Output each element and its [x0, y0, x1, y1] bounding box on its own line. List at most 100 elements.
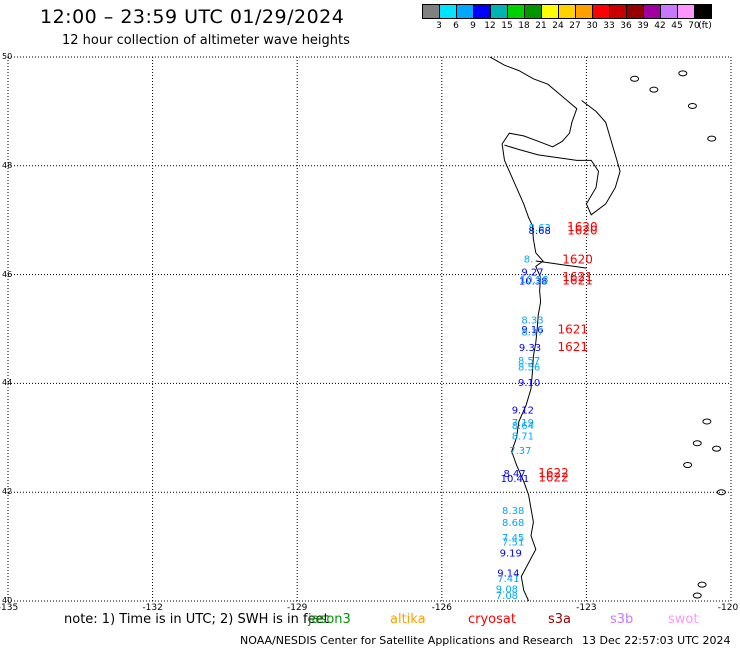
colorbar-swatch	[490, 4, 508, 19]
colorbar-swatch	[507, 4, 525, 19]
wave-height-label: 8.	[524, 255, 534, 266]
colorbar-swatch	[524, 4, 542, 19]
wave-height-label: 8.68	[502, 518, 524, 529]
legend-item-s3a: s3a	[548, 612, 572, 627]
wave-height-label: 1620	[562, 253, 593, 267]
longitude-label: -120	[717, 603, 739, 613]
colorbar-label: 45	[671, 21, 683, 31]
colorbar-label: 24	[552, 21, 564, 31]
colorbar-swatch	[660, 4, 678, 19]
lake-outline	[712, 445, 722, 452]
footer-credit: NOAA/NESDIS Center for Satellite Applica…	[240, 634, 574, 647]
longitude-label: -126	[431, 603, 453, 613]
wave-height-label: 8.33	[521, 316, 543, 327]
map-area: 8.63 8.68 1620 1620 8. 1620 9.27 10.38 10.38 1621…	[7, 56, 732, 602]
lake-outline	[649, 86, 659, 93]
colorbar-label: 21	[535, 21, 547, 31]
colorbar-label: 18	[518, 21, 530, 31]
wave-height-label: 10.41	[501, 474, 530, 485]
wave-height-label: 8.37	[521, 328, 543, 339]
latitude-label: 50	[2, 52, 13, 61]
latitude-label: 48	[2, 160, 13, 170]
page-title: 12:00 – 23:59 UTC 01/29/2024	[40, 6, 345, 28]
coastline	[489, 56, 578, 602]
lake-outline	[707, 135, 717, 142]
note-text: note: 1) Time is in UTC; 2) SWH is in fe…	[64, 612, 329, 627]
lake-outline	[697, 581, 707, 588]
lake-outline	[630, 75, 640, 82]
lake-outline	[683, 462, 693, 468]
colorbar-label: 12	[484, 21, 496, 31]
colorbar-label: 27	[569, 21, 581, 31]
longitude-label: -123	[576, 603, 597, 613]
colorbar-label: 30	[586, 21, 598, 31]
legend-item-s3b: s3b	[610, 612, 634, 627]
colorbar-labels: 3 6 9 12 15 18 21 24 27 30 33 36 39 42 45 70 (ft)	[422, 21, 740, 33]
colorbar-swatch	[473, 4, 491, 19]
lake-outline	[692, 592, 702, 599]
wave-height-label: 10.38	[519, 276, 548, 287]
wave-height-label: 9.16	[521, 325, 543, 336]
wave-height-colorbar	[422, 4, 712, 19]
wave-height-label: 7.41	[497, 574, 519, 585]
lake-outline	[678, 70, 688, 77]
colorbar-label: (ft)	[698, 21, 712, 31]
colorbar-label: 39	[637, 21, 649, 31]
wave-height-label: 8.71	[512, 431, 534, 442]
colorbar-swatch	[422, 4, 440, 19]
wave-height-label: 8.63	[529, 223, 551, 234]
wave-height-label: 8.47	[503, 469, 525, 480]
colorbar-swatch	[575, 4, 593, 19]
wave-height-label: 1620	[567, 220, 598, 234]
wave-height-label: 1620	[567, 223, 598, 237]
wave-height-label: 1621	[562, 270, 593, 284]
latitude-label: 42	[2, 487, 13, 497]
longitude-label: -129	[286, 603, 308, 613]
wave-height-label: 9.10	[518, 378, 540, 389]
wave-height-label: 8.64	[512, 421, 534, 432]
wave-height-label: 1621	[562, 273, 593, 287]
columbia-river	[535, 260, 587, 269]
colorbar-label: 9	[470, 21, 476, 31]
colorbar-label: 33	[603, 21, 615, 31]
wave-height-label: 1622	[538, 466, 569, 480]
colorbar-swatch	[456, 4, 474, 19]
wave-height-label: 8.68	[529, 226, 551, 237]
wave-height-label: 7.45	[502, 533, 524, 544]
colorbar-swatch	[592, 4, 610, 19]
longitude-label: -135	[0, 603, 19, 613]
legend-item-altika: altika	[390, 612, 426, 627]
lake-outline	[716, 489, 726, 496]
colorbar-label: 15	[501, 21, 513, 31]
colorbar-swatch	[626, 4, 644, 19]
wave-height-label: 9.27	[521, 268, 543, 279]
wave-height-label: 1621	[557, 340, 588, 354]
longitude-label: -132	[142, 603, 163, 613]
lake-outline	[702, 418, 712, 425]
wave-height-label: 9.08	[496, 584, 518, 595]
colorbar-swatch	[643, 4, 661, 19]
colorbar-label: 70	[688, 21, 700, 31]
latitude-label: 46	[2, 269, 13, 279]
wave-height-label: 7.51	[502, 538, 524, 549]
wave-height-label: 9.19	[500, 548, 522, 559]
wave-height-label: 7.08	[496, 591, 518, 602]
wave-height-label: 1622	[538, 470, 569, 484]
wave-height-label: 8.57	[518, 356, 540, 367]
colorbar-label: 6	[453, 21, 459, 31]
colorbar-label: 36	[620, 21, 632, 31]
wave-height-label: 9.12	[512, 405, 534, 416]
page-subtitle: 12 hour collection of altimeter wave hei…	[62, 33, 350, 48]
colorbar-swatch	[439, 4, 457, 19]
legend-item-jason3: jason3	[308, 612, 351, 627]
legend-item-swot: swot	[668, 612, 699, 627]
lake-outline	[692, 440, 702, 447]
colorbar-swatch	[558, 4, 576, 19]
colorbar-label: 42	[654, 21, 666, 31]
wave-height-label: 9.14	[497, 569, 519, 580]
colorbar-swatch	[677, 4, 695, 19]
lake-outline	[687, 102, 697, 109]
colorbar-swatch	[609, 4, 627, 19]
wave-height-label: 10.38	[520, 275, 549, 286]
